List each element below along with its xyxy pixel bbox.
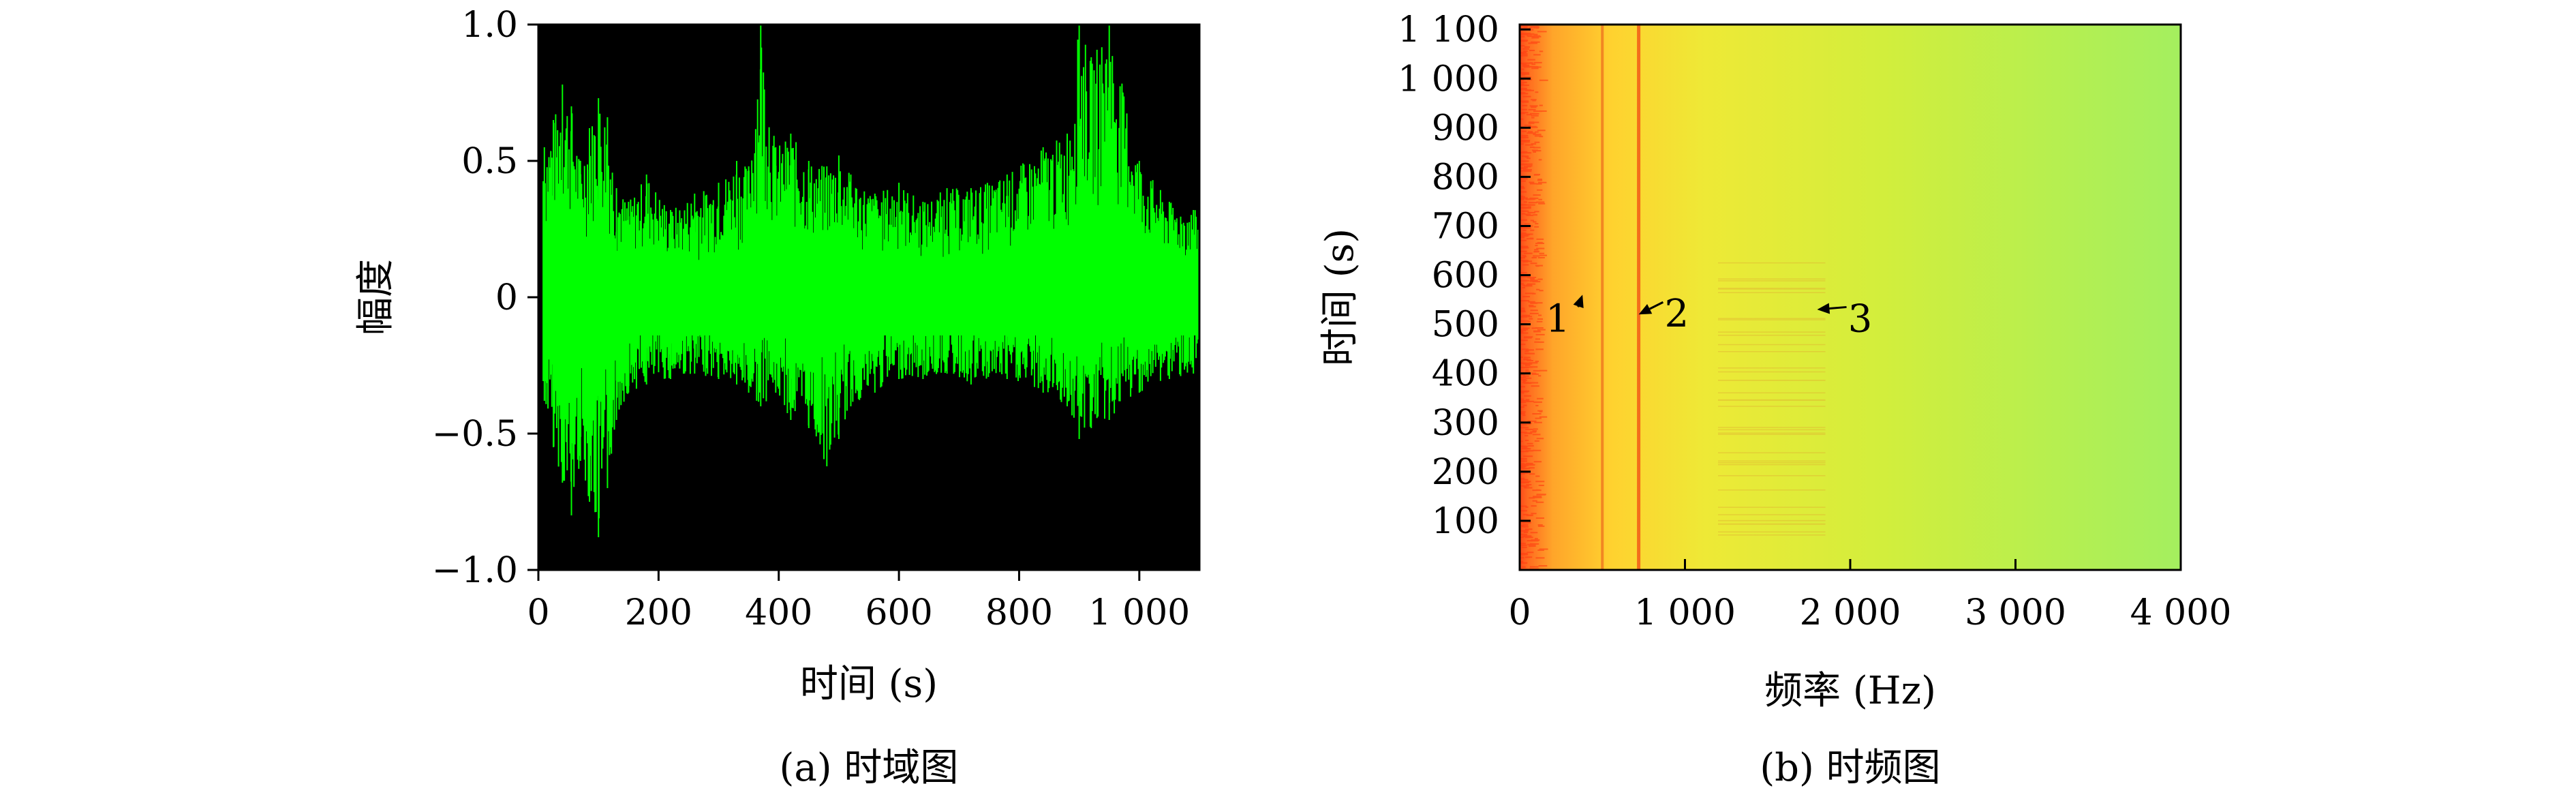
spec-x-tick-label: 1 000 (1634, 592, 1736, 633)
time-x-tick-label: 400 (745, 592, 812, 633)
time-x-axis-label: 时间 (s) (800, 662, 938, 706)
time-y-tick-label: 0.5 (461, 141, 518, 182)
spec-y-tick-label: 600 (1432, 256, 1499, 297)
annotation-arrow-line (1649, 301, 1664, 310)
time-x-tick-label: 600 (865, 592, 932, 633)
spec-x-ticks: 0 1 000 2 000 3 000 4 000 (1508, 559, 2231, 633)
mid-band-streaks (1718, 262, 1826, 536)
spec-y-tick-label: 500 (1432, 305, 1499, 346)
spec-y-tick-label: 100 (1432, 501, 1499, 542)
time-x-tick-label: 200 (625, 592, 692, 633)
spec-y-axis-label: 时间 (s) (1318, 228, 1362, 366)
spectral-lines (1601, 25, 1641, 570)
time-x-tick-label: 1 000 (1088, 592, 1190, 633)
time-y-ticks: −1.0 −0.5 0 0.5 1.0 (432, 5, 538, 591)
time-y-axis-label: 幅度 (354, 259, 398, 335)
time-frequency-chart: 0 1 000 2 000 3 000 4 000 100 200 300 400 500 600… (1318, 10, 2231, 790)
spec-y-tick-label: 800 (1432, 157, 1499, 198)
time-y-tick-label: −1.0 (432, 550, 518, 591)
annotation-label: 1 (1546, 297, 1570, 341)
annotation-label: 3 (1848, 297, 1873, 341)
spec-x-tick-label: 3 000 (1965, 592, 2066, 633)
annotation-arrow-line (1829, 305, 1847, 310)
time-x-tick-label: 800 (985, 592, 1053, 633)
annotation-label: 2 (1665, 292, 1689, 336)
spec-x-tick-label: 4 000 (2130, 592, 2232, 633)
spec-y-ticks: 100 200 300 400 500 600 700 800 900 1 000 1 100 (1398, 10, 1531, 542)
spec-y-tick-label: 1 000 (1398, 59, 1499, 100)
spec-y-tick-label: 200 (1432, 452, 1499, 493)
spec-caption: (b) 时频图 (1760, 746, 1940, 790)
time-y-tick-label: 1.0 (461, 5, 518, 46)
time-y-tick-label: −0.5 (432, 414, 518, 455)
time-y-tick-label: 0 (495, 277, 518, 318)
spec-x-tick-label: 2 000 (1800, 592, 1901, 633)
spec-y-tick-label: 300 (1432, 403, 1499, 444)
spec-y-tick-label: 900 (1432, 108, 1499, 149)
time-x-tick-label: 0 (527, 592, 549, 633)
spec-y-tick-label: 400 (1432, 354, 1499, 395)
time-x-ticks: 0 200 400 600 800 1 000 (527, 570, 1190, 633)
spec-y-tick-label: 1 100 (1398, 10, 1499, 50)
time-domain-chart: 0 200 400 600 800 1 000 −1.0 −0.5 0 0.5 1.0 时间 (s… (354, 5, 1201, 790)
annotation-arrow-head (1817, 303, 1830, 314)
signal-spikes (542, 25, 1199, 537)
time-caption: (a) 时域图 (780, 746, 959, 790)
spec-y-tick-label: 700 (1432, 206, 1499, 247)
spectrogram-annotations: 1 2 3 (1546, 292, 1872, 341)
spec-x-tick-label: 0 (1508, 592, 1531, 633)
annotation-arrow-head (1573, 295, 1584, 309)
annotation-arrow-head (1638, 303, 1653, 315)
time-signal-series (537, 23, 1201, 571)
spec-x-axis-label: 频率 (Hz) (1764, 669, 1936, 713)
spectrogram-background (1520, 25, 2181, 570)
